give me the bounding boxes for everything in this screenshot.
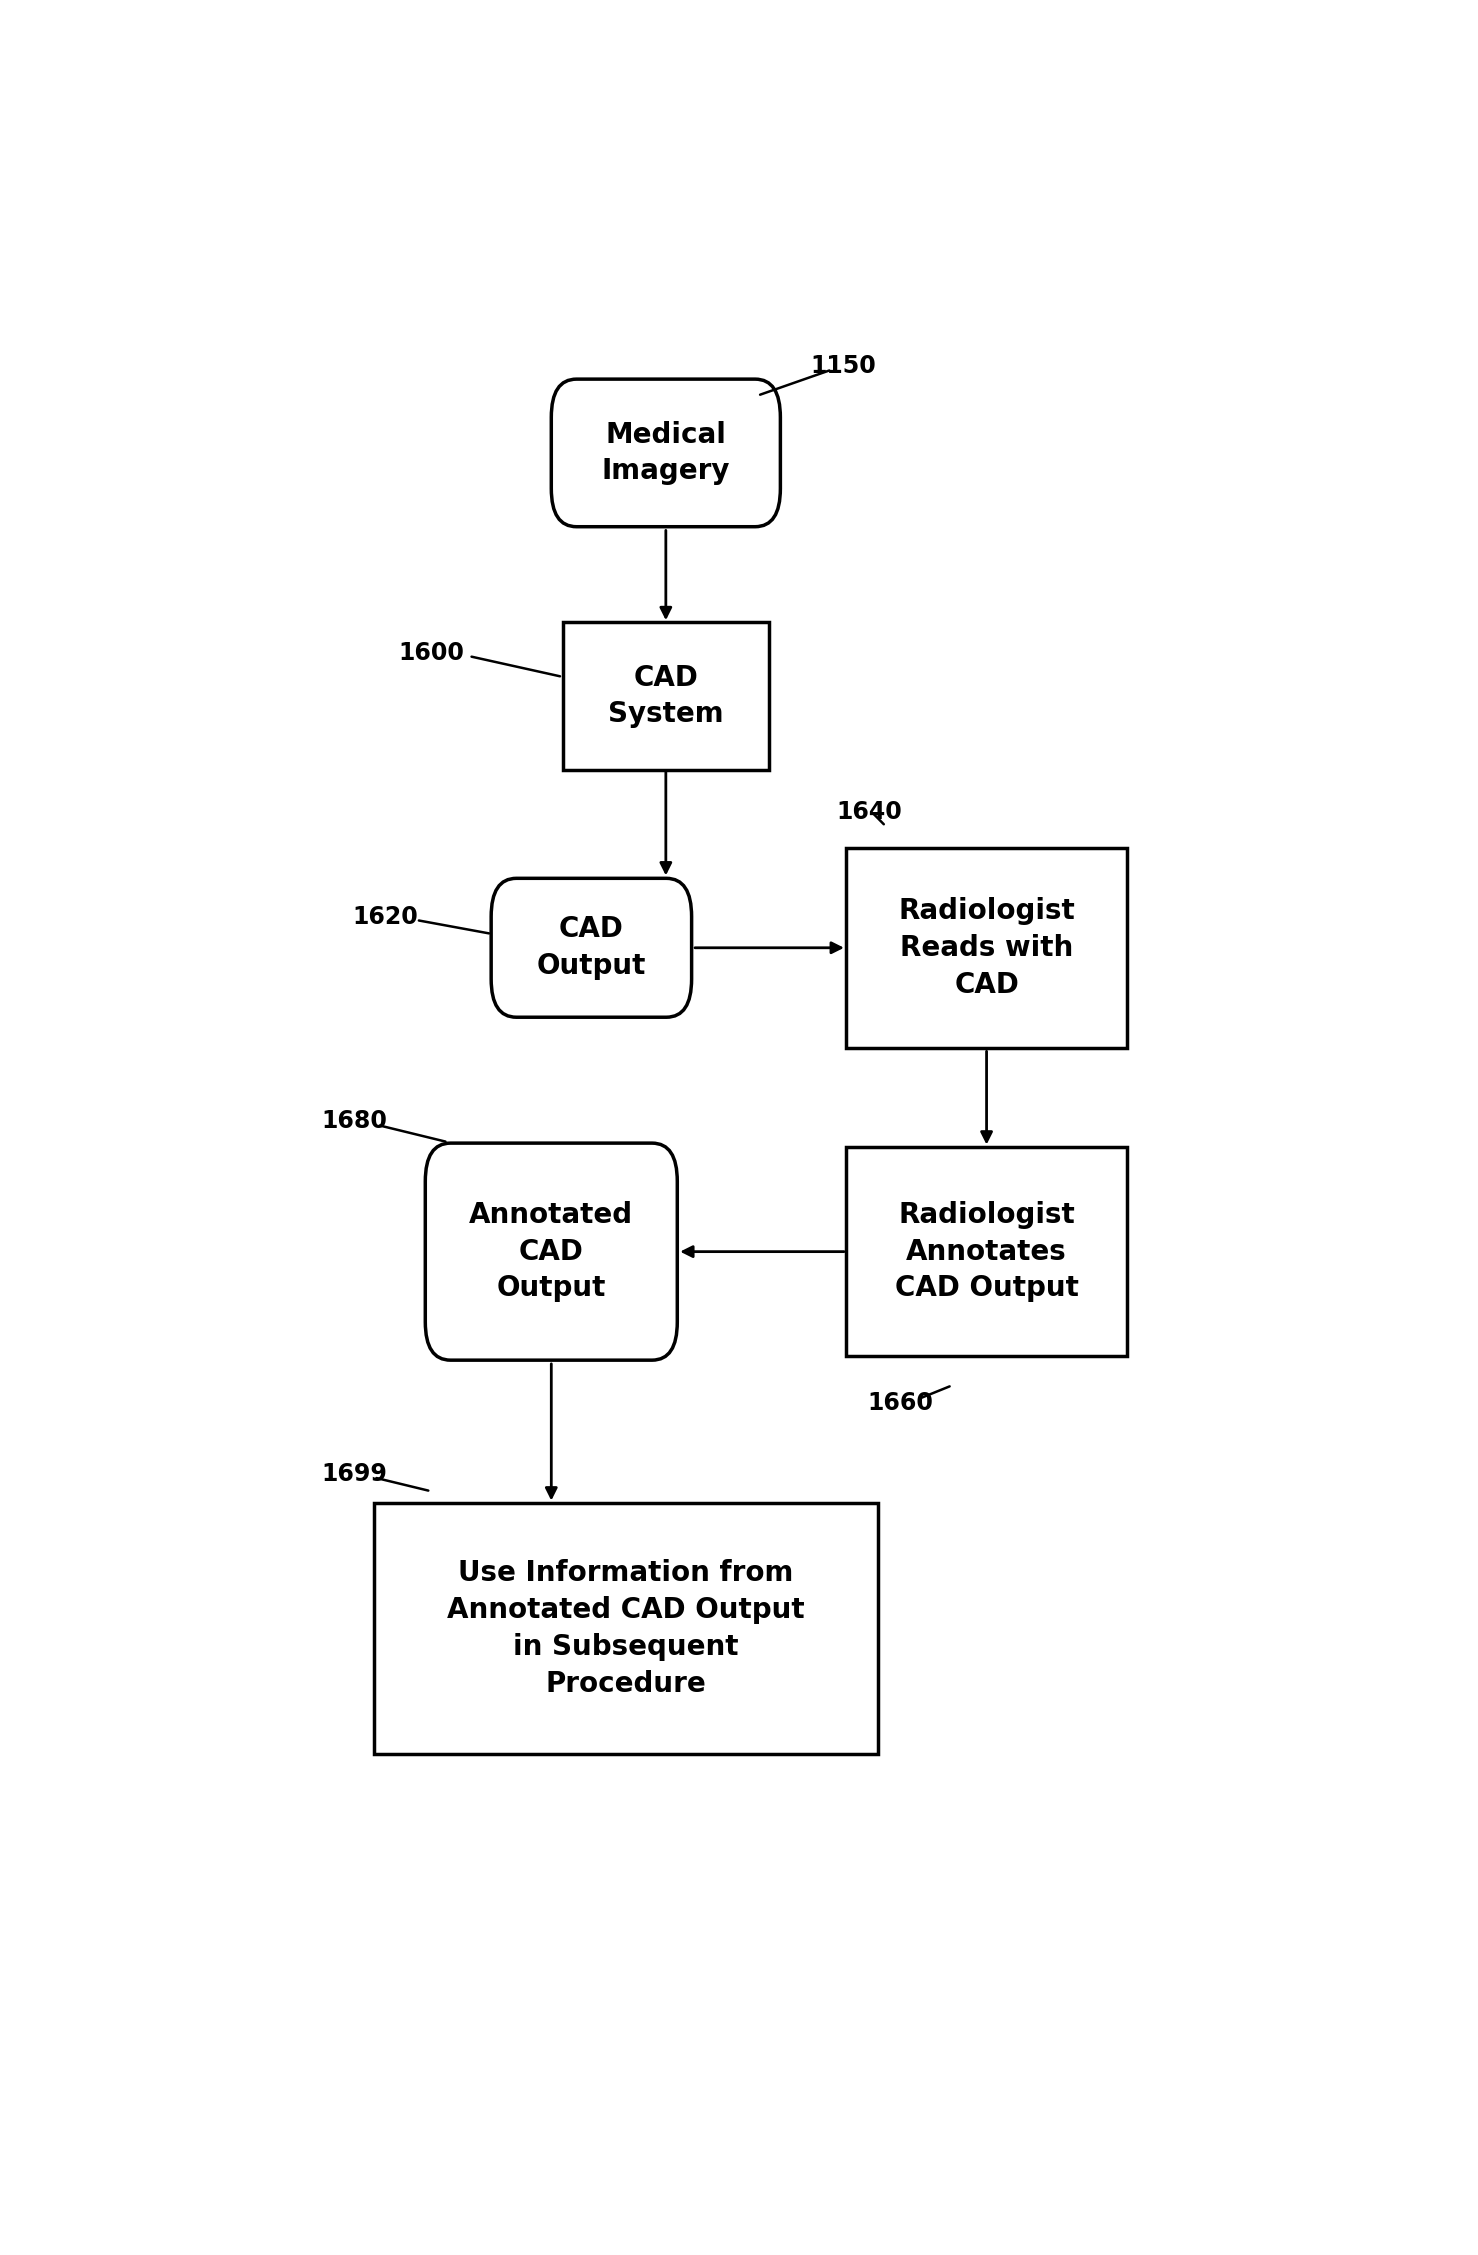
- Text: Use Information from
Annotated CAD Output
in Subsequent
Procedure: Use Information from Annotated CAD Outpu…: [446, 1558, 804, 1698]
- Bar: [374, 1502, 878, 1754]
- Bar: [847, 848, 1126, 1049]
- Text: 1660: 1660: [868, 1391, 934, 1414]
- Text: 1150: 1150: [810, 354, 876, 379]
- Text: Annotated
CAD
Output: Annotated CAD Output: [469, 1202, 634, 1303]
- FancyBboxPatch shape: [551, 379, 780, 528]
- FancyBboxPatch shape: [426, 1143, 677, 1360]
- Bar: [847, 1148, 1126, 1355]
- Text: 1640: 1640: [837, 801, 903, 825]
- Text: 1620: 1620: [352, 904, 418, 929]
- FancyBboxPatch shape: [491, 879, 692, 1017]
- Text: 1600: 1600: [398, 640, 464, 665]
- Text: Radiologist
Reads with
CAD: Radiologist Reads with CAD: [899, 897, 1075, 999]
- Text: 1680: 1680: [321, 1109, 387, 1134]
- Text: Medical
Imagery: Medical Imagery: [602, 419, 730, 485]
- Bar: [563, 622, 769, 769]
- Text: 1699: 1699: [321, 1461, 387, 1486]
- Text: Radiologist
Annotates
CAD Output: Radiologist Annotates CAD Output: [894, 1202, 1079, 1303]
- Text: CAD
Output: CAD Output: [537, 916, 646, 981]
- Text: CAD
System: CAD System: [607, 663, 724, 728]
